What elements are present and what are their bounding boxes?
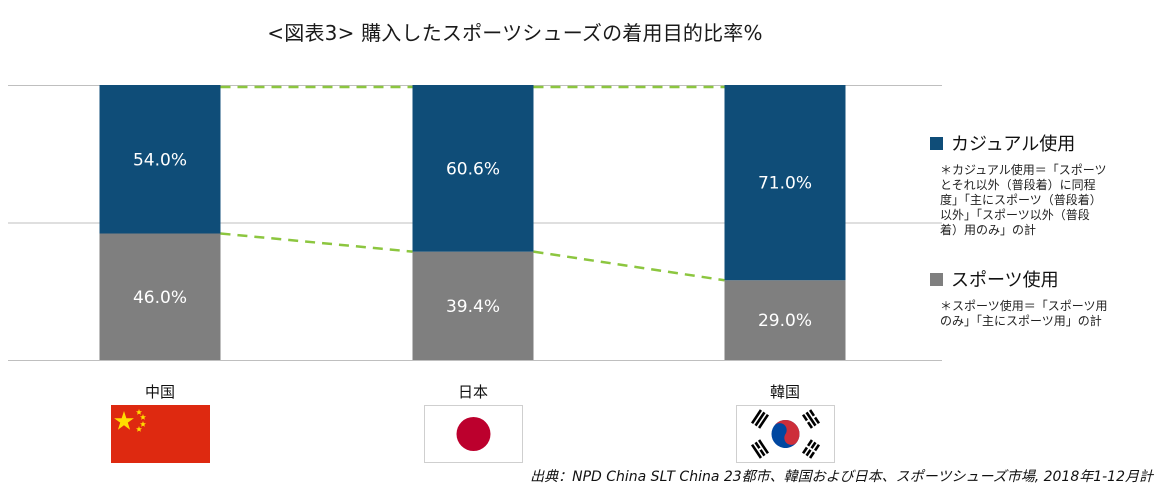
china-flag-icon <box>110 405 210 463</box>
data-label-sports: 46.0% <box>133 288 187 308</box>
category-china: 中国 <box>100 382 220 463</box>
bar-casual <box>724 85 846 281</box>
category-label-korea: 韓国 <box>769 383 800 401</box>
legend-item-sports: スポーツ使用 ＊スポーツ使用＝「スポーツ用 のみ」「主にスポーツ用」の計 <box>930 266 1162 329</box>
category-label-japan: 日本 <box>457 383 488 401</box>
data-label-sports: 29.0% <box>758 311 812 331</box>
chart-title: <図表3> 購入したスポーツシューズの着用目的比率% <box>267 21 763 45</box>
bar-sports <box>412 251 534 360</box>
data-label-sports: 39.4% <box>446 297 500 317</box>
connector-line-boundary <box>220 232 413 253</box>
bar-sports <box>724 280 846 360</box>
connector-line-boundary <box>533 250 725 282</box>
japan-flag-icon <box>423 405 523 463</box>
legend-note-casual: ＊カジュアル使用＝「スポーツ とそれ以外（普段着）に同程 度」「主にスポーツ（普… <box>940 163 1107 237</box>
bar-sports <box>99 233 221 360</box>
legend-swatch-casual <box>930 136 943 150</box>
legend-label-sports: スポーツ使用 <box>951 270 1059 291</box>
legend-swatch-sports <box>930 272 943 286</box>
bar-casual <box>412 85 534 252</box>
legend-item-casual: カジュアル使用 ＊カジュアル使用＝「スポーツ とそれ以外（普段着）に同程 度」「… <box>930 130 1162 238</box>
data-label-casual: 71.0% <box>758 174 812 194</box>
source-note: 出典：NPD China SLT China 23都市、韓国および日本、スポーツ… <box>530 469 1153 485</box>
legend-label-casual: カジュアル使用 <box>951 134 1076 155</box>
category-label-china: 中国 <box>144 383 175 401</box>
bar-casual <box>99 85 221 234</box>
data-label-casual: 60.6% <box>446 159 500 179</box>
category-korea: 韓国 <box>725 382 845 463</box>
data-label-casual: 54.0% <box>133 150 187 170</box>
category-japan: 日本 <box>413 382 533 463</box>
korea-flag-icon <box>735 405 835 463</box>
legend-note-sports: ＊スポーツ使用＝「スポーツ用 のみ」「主にスポーツ用」の計 <box>940 299 1108 328</box>
